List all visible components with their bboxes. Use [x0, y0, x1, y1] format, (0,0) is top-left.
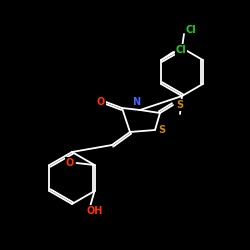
Text: Cl: Cl — [186, 25, 196, 35]
Text: O: O — [97, 97, 105, 107]
Text: O: O — [66, 158, 74, 168]
Text: S: S — [176, 100, 184, 110]
Text: OH: OH — [86, 206, 103, 216]
Text: S: S — [158, 125, 166, 135]
Text: Cl: Cl — [176, 45, 186, 55]
Text: N: N — [132, 97, 140, 107]
